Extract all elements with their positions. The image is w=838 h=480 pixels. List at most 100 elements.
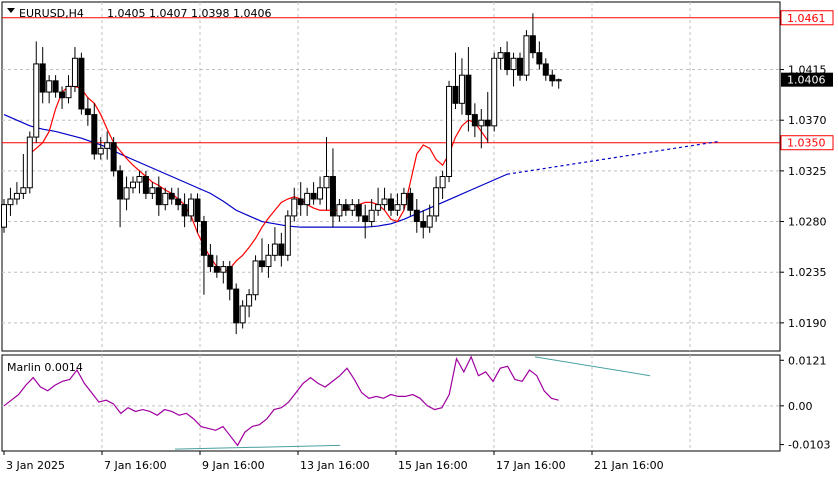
candle[interactable] xyxy=(130,176,136,194)
candle[interactable] xyxy=(149,182,156,200)
candle[interactable] xyxy=(233,283,240,335)
candle[interactable] xyxy=(394,193,401,216)
candle[interactable] xyxy=(46,75,53,104)
candle[interactable] xyxy=(226,260,233,301)
candle[interactable] xyxy=(439,170,446,200)
candle[interactable] xyxy=(542,58,549,81)
candle[interactable] xyxy=(323,137,330,211)
candle[interactable] xyxy=(523,30,530,81)
candle[interactable] xyxy=(162,187,169,211)
candle[interactable] xyxy=(20,153,27,200)
candle[interactable] xyxy=(349,199,356,216)
candle[interactable] xyxy=(104,131,111,160)
candle[interactable] xyxy=(71,47,78,93)
candle[interactable] xyxy=(194,193,201,233)
candle[interactable] xyxy=(155,176,162,216)
candle[interactable] xyxy=(400,187,407,211)
candle[interactable] xyxy=(200,215,207,295)
candle[interactable] xyxy=(84,97,91,126)
candle[interactable] xyxy=(13,182,20,205)
candle[interactable] xyxy=(368,199,375,228)
candle[interactable] xyxy=(117,165,124,228)
candle[interactable] xyxy=(362,204,369,239)
level-price-box[interactable] xyxy=(780,135,834,151)
candle-body xyxy=(497,52,504,59)
candle[interactable] xyxy=(252,255,259,301)
candle[interactable] xyxy=(375,187,382,216)
candle[interactable] xyxy=(529,13,536,59)
candle[interactable] xyxy=(259,238,265,273)
candle[interactable] xyxy=(136,170,143,194)
candle[interactable] xyxy=(123,176,130,211)
candle[interactable] xyxy=(33,41,40,143)
candle[interactable] xyxy=(446,80,453,183)
oscillator-panel[interactable]: 0.0121 0.00 -0.0103 Marlin 0.0014 xyxy=(1,354,830,452)
candle[interactable] xyxy=(317,176,324,205)
candle[interactable] xyxy=(239,300,246,329)
candle[interactable] xyxy=(52,75,59,98)
candle[interactable] xyxy=(310,182,317,205)
candle[interactable] xyxy=(59,86,66,109)
candle[interactable] xyxy=(407,187,414,216)
candle[interactable] xyxy=(336,199,343,222)
candle[interactable] xyxy=(65,75,72,104)
candle[interactable] xyxy=(26,131,33,194)
candle[interactable] xyxy=(181,193,188,228)
candle[interactable] xyxy=(207,244,214,273)
candle[interactable] xyxy=(355,199,362,222)
candle[interactable] xyxy=(175,187,182,211)
candle[interactable] xyxy=(265,244,272,278)
candle[interactable] xyxy=(549,69,556,87)
candle[interactable] xyxy=(188,193,195,222)
candle[interactable] xyxy=(388,193,394,216)
candle[interactable] xyxy=(426,204,433,233)
candle[interactable] xyxy=(39,47,46,104)
candle[interactable] xyxy=(142,170,149,200)
horizontal-levels[interactable]: 1.0461 1.0350 xyxy=(2,10,834,151)
candle[interactable] xyxy=(413,199,420,233)
candle[interactable] xyxy=(1,199,7,233)
candle[interactable] xyxy=(271,227,278,261)
candle[interactable] xyxy=(329,148,336,228)
candle[interactable] xyxy=(536,41,543,70)
candle[interactable] xyxy=(471,103,478,138)
price-axis[interactable]: 1.04151.03701.03251.02801.02351.01901.04… xyxy=(780,64,833,330)
candle[interactable] xyxy=(465,47,472,132)
candle[interactable] xyxy=(458,58,465,115)
candle[interactable] xyxy=(433,176,440,222)
candle[interactable] xyxy=(491,52,498,132)
candle[interactable] xyxy=(297,182,304,216)
candle[interactable] xyxy=(452,52,459,109)
candle[interactable] xyxy=(7,187,14,216)
candle[interactable] xyxy=(168,187,175,205)
dropdown-triangle-icon[interactable] xyxy=(7,8,15,13)
candle[interactable] xyxy=(510,52,517,87)
time-axis[interactable]: 3 Jan 2025 7 Jan 16:00 9 Jan 16:00 13 Jan 1… xyxy=(3,451,664,472)
level-price-box[interactable] xyxy=(780,10,834,26)
candle[interactable] xyxy=(484,92,491,143)
candle[interactable] xyxy=(78,52,85,115)
candle[interactable] xyxy=(220,260,227,284)
time-tick-label: 9 Jan 16:00 xyxy=(202,459,265,472)
candle[interactable] xyxy=(278,232,285,267)
candle[interactable] xyxy=(504,41,511,76)
candle[interactable] xyxy=(91,103,98,160)
candle[interactable] xyxy=(517,52,523,81)
price-panel-frame xyxy=(1,1,781,352)
candle[interactable] xyxy=(246,289,253,318)
candle[interactable] xyxy=(110,137,117,177)
candle[interactable] xyxy=(420,210,427,239)
candle[interactable] xyxy=(284,210,291,261)
candle[interactable] xyxy=(478,108,485,149)
candle[interactable] xyxy=(342,199,349,216)
candle[interactable] xyxy=(213,255,220,278)
candle[interactable] xyxy=(497,47,504,70)
candle[interactable] xyxy=(555,78,562,89)
candle[interactable] xyxy=(291,187,298,222)
candle[interactable] xyxy=(381,187,388,211)
candles[interactable] xyxy=(1,13,562,335)
candle[interactable] xyxy=(97,137,104,160)
candle[interactable] xyxy=(304,187,311,216)
